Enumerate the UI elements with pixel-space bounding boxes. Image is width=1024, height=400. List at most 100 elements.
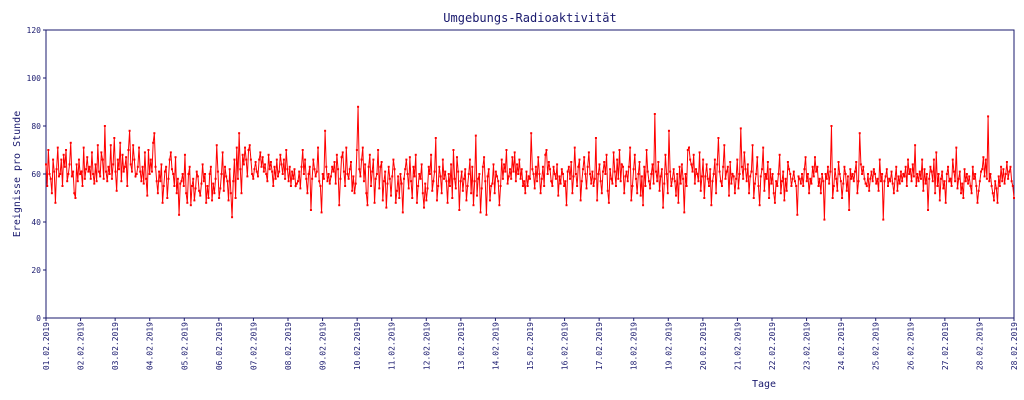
- data-point: [571, 192, 574, 195]
- data-point: [899, 170, 902, 173]
- data-point: [313, 168, 316, 171]
- data-point: [274, 177, 277, 180]
- data-point: [297, 180, 300, 183]
- data-point: [281, 173, 284, 175]
- data-point: [387, 165, 390, 168]
- data-point: [375, 173, 378, 175]
- data-point: [512, 170, 515, 173]
- data-point: [812, 175, 815, 178]
- data-point: [158, 170, 161, 173]
- data-point: [252, 177, 255, 180]
- y-axis: 0 20 40 60 80 100 120: [27, 26, 46, 323]
- data-point: [974, 173, 977, 175]
- data-point: [652, 182, 655, 185]
- data-point: [644, 185, 647, 187]
- data-point: [390, 194, 393, 197]
- data-point: [609, 168, 612, 171]
- y-tick-label: 60: [31, 170, 41, 179]
- data-point: [275, 158, 278, 161]
- data-point: [989, 173, 992, 175]
- data-point: [683, 211, 686, 214]
- data-point: [327, 173, 330, 175]
- data-point: [531, 168, 534, 171]
- data-point: [755, 173, 758, 175]
- data-point: [538, 173, 541, 175]
- data-point: [844, 173, 847, 175]
- y-tick-label: 80: [31, 122, 41, 131]
- data-point: [972, 177, 975, 180]
- data-point: [447, 173, 450, 175]
- data-point: [474, 134, 477, 137]
- data-point: [961, 182, 964, 185]
- data-point: [254, 161, 257, 163]
- data-point: [779, 192, 782, 195]
- data-point: [392, 158, 395, 161]
- data-point: [760, 168, 763, 171]
- data-point: [362, 180, 365, 183]
- data-point: [763, 189, 766, 192]
- data-point: [173, 185, 176, 187]
- data-point: [421, 192, 424, 195]
- x-tick-label: 12.02.2019: [422, 322, 431, 370]
- data-point: [200, 182, 203, 185]
- data-point: [256, 175, 259, 178]
- data-point: [597, 173, 600, 175]
- data-point: [617, 177, 620, 180]
- data-point: [471, 165, 474, 168]
- data-point: [687, 146, 690, 149]
- data-point: [52, 158, 55, 161]
- data-point: [56, 146, 59, 149]
- data-point: [557, 194, 560, 197]
- data-point: [887, 185, 889, 187]
- data-point: [783, 199, 786, 202]
- data-point: [498, 204, 501, 207]
- data-point: [199, 194, 202, 197]
- data-point: [167, 177, 170, 180]
- data-point: [227, 199, 230, 202]
- data-point: [67, 173, 70, 175]
- data-point: [443, 177, 446, 180]
- data-point: [373, 201, 376, 204]
- data-point: [639, 194, 642, 197]
- data-point: [937, 173, 940, 175]
- data-point: [932, 158, 935, 161]
- data-point: [623, 192, 626, 195]
- data-point: [53, 170, 56, 173]
- x-tick-label: 04.02.2019: [146, 322, 155, 370]
- data-point: [294, 185, 297, 187]
- data-point: [406, 173, 409, 175]
- data-point: [54, 201, 57, 204]
- data-point: [178, 213, 181, 216]
- data-point: [577, 165, 580, 168]
- data-point: [264, 163, 267, 166]
- data-point: [150, 170, 153, 173]
- data-point: [146, 194, 149, 197]
- data-point: [156, 192, 159, 195]
- data-point: [411, 197, 414, 199]
- data-point: [192, 177, 195, 180]
- data-point: [467, 173, 470, 175]
- data-point: [233, 158, 236, 161]
- data-point: [148, 173, 151, 175]
- data-point: [497, 180, 500, 183]
- data-point: [490, 185, 493, 187]
- data-point: [382, 180, 385, 183]
- data-point: [612, 151, 615, 154]
- data-point: [806, 173, 809, 175]
- data-point: [614, 185, 617, 187]
- data-point: [55, 168, 58, 171]
- data-point: [935, 151, 938, 154]
- data-point: [558, 175, 561, 178]
- data-point: [240, 192, 243, 195]
- data-point: [843, 165, 846, 168]
- data-point: [377, 149, 380, 151]
- data-point: [120, 180, 123, 183]
- data-point: [133, 158, 136, 161]
- data-point: [413, 175, 416, 178]
- data-point: [300, 165, 303, 168]
- data-point: [678, 165, 681, 168]
- data-point: [859, 163, 862, 166]
- data-point: [816, 165, 819, 168]
- data-point: [419, 177, 422, 180]
- data-point: [357, 105, 360, 108]
